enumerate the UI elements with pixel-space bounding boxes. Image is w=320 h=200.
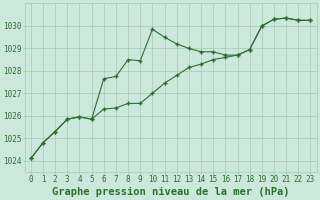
X-axis label: Graphe pression niveau de la mer (hPa): Graphe pression niveau de la mer (hPa) — [52, 186, 289, 197]
